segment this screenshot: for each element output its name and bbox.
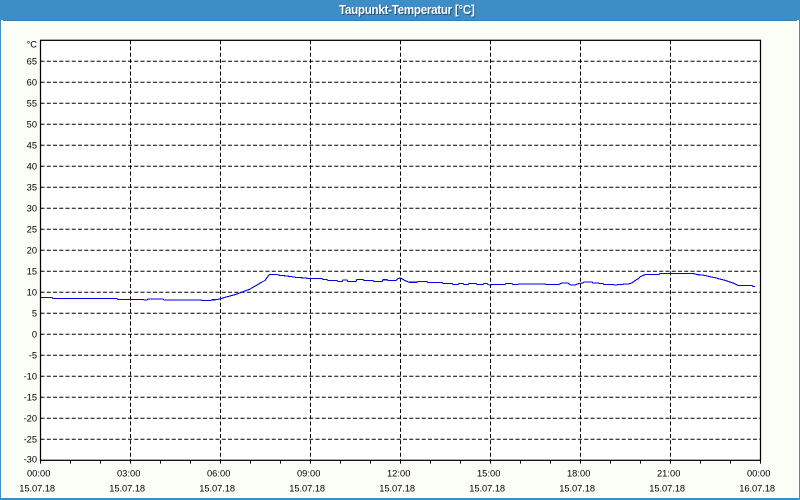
svg-text:30: 30 — [27, 204, 37, 214]
svg-text:45: 45 — [27, 141, 37, 151]
svg-text:-15: -15 — [24, 393, 37, 403]
svg-text:0: 0 — [32, 330, 37, 340]
svg-text:10: 10 — [27, 288, 37, 298]
svg-text:15.07.18: 15.07.18 — [379, 483, 415, 493]
svg-text:15.07.18: 15.07.18 — [19, 483, 55, 493]
svg-text:°C: °C — [27, 40, 38, 50]
svg-text:21:00: 21:00 — [657, 469, 681, 479]
svg-text:40: 40 — [27, 162, 37, 172]
svg-text:06:00: 06:00 — [207, 469, 231, 479]
svg-text:16.07.18: 16.07.18 — [739, 483, 775, 493]
svg-text:65: 65 — [27, 57, 37, 67]
svg-text:12:00: 12:00 — [387, 469, 411, 479]
svg-text:00:00: 00:00 — [747, 469, 771, 479]
svg-text:60: 60 — [27, 78, 37, 88]
svg-text:15.07.18: 15.07.18 — [559, 483, 595, 493]
svg-text:00:00: 00:00 — [27, 469, 51, 479]
svg-text:-20: -20 — [24, 414, 37, 424]
svg-text:03:00: 03:00 — [117, 469, 141, 479]
svg-text:-30: -30 — [24, 455, 37, 465]
svg-text:-25: -25 — [24, 435, 37, 445]
svg-text:20: 20 — [27, 246, 37, 256]
svg-text:-10: -10 — [24, 372, 37, 382]
svg-text:15.07.18: 15.07.18 — [469, 483, 505, 493]
svg-text:5: 5 — [32, 309, 37, 319]
svg-text:15:00: 15:00 — [477, 469, 501, 479]
svg-text:15: 15 — [27, 267, 37, 277]
svg-text:35: 35 — [27, 183, 37, 193]
svg-text:55: 55 — [27, 99, 37, 109]
svg-text:-5: -5 — [29, 351, 37, 361]
svg-text:50: 50 — [27, 120, 37, 130]
svg-text:15.07.18: 15.07.18 — [649, 483, 685, 493]
svg-text:18:00: 18:00 — [567, 469, 591, 479]
svg-text:09:00: 09:00 — [297, 469, 321, 479]
svg-text:25: 25 — [27, 225, 37, 235]
svg-text:15.07.18: 15.07.18 — [289, 483, 325, 493]
svg-text:15.07.18: 15.07.18 — [109, 483, 145, 493]
svg-text:15.07.18: 15.07.18 — [199, 483, 235, 493]
